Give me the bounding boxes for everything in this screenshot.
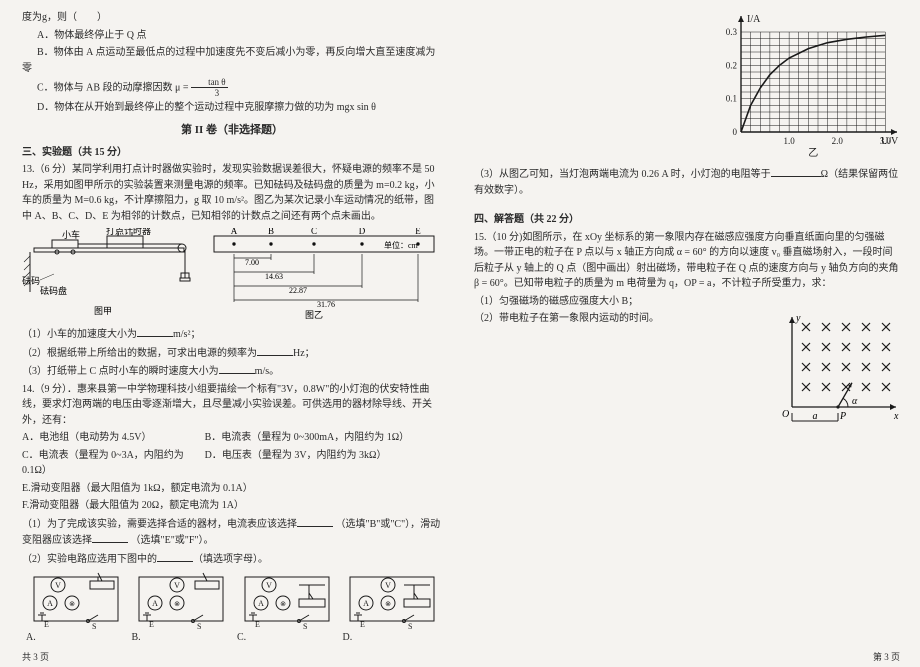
circuit-C: V A ⊗ E S C. <box>237 571 337 643</box>
svg-text:A: A <box>258 599 264 608</box>
svg-text:⊗: ⊗ <box>280 600 286 608</box>
svg-text:A: A <box>47 599 53 608</box>
q14-1: （1）为了完成该实验，需要选择合适的器材，电流表应该选择 （选填"B"或"C"）… <box>22 516 442 549</box>
section3-head: 三、实验题（共 15 分） <box>22 145 442 161</box>
q13-2: （2）根据纸带上所给出的数据，可求出电源的频率为Hz； <box>22 345 442 362</box>
svg-text:7.00: 7.00 <box>245 258 259 267</box>
timer-label: 打点计时器 <box>106 228 151 236</box>
q14-stem: 14.（9 分）．惠来县第一中学物理科技小组要描绘一个标有"3V，0.8W"的小… <box>22 382 442 429</box>
apparatus-and-tape: 小车 打点计时器 砝码 砝码盘 图甲 A B C D E 单位：cm <box>22 228 442 320</box>
svg-text:图乙: 图乙 <box>305 310 323 320</box>
circuit-B: V A ⊗ E S B. <box>132 571 232 643</box>
svg-text:S: S <box>197 622 201 631</box>
car-label: 小车 <box>62 229 80 240</box>
optC-prefix: C．物体与 AB 段的动摩擦因数 μ = <box>37 82 191 93</box>
svg-text:E: E <box>44 620 49 629</box>
q12-optB: B．物体由 A 点运动至最低点的过程中加速度先不变后减小为零，再反向增大直至速度… <box>22 45 442 76</box>
circuit-A-icon: V A ⊗ E S <box>28 571 124 631</box>
circ-label-D: D. <box>343 632 353 643</box>
q12-optC: C．物体与 AB 段的动摩擦因数 μ = tan θ 3 <box>22 78 442 98</box>
circuit-D-icon: V A ⊗ E S <box>344 571 440 631</box>
q14-2: （2）实验电路应选用下图中的（填选项字母）。 <box>22 551 442 568</box>
svg-text:A: A <box>231 228 238 236</box>
svg-text:2.0: 2.0 <box>832 136 844 146</box>
svg-text:⊗: ⊗ <box>174 600 180 608</box>
q13-1: （1）小车的加速度大小为m/s²； <box>22 326 442 343</box>
svg-text:A: A <box>152 599 158 608</box>
page-footer-left: 共 3 页 <box>22 650 49 663</box>
part2-title: 第 II 卷（非选择题） <box>22 122 442 139</box>
svg-text:砝码盘: 砝码盘 <box>40 285 67 296</box>
svg-text:S: S <box>92 622 96 631</box>
svg-text:V: V <box>385 581 391 590</box>
svg-text:x: x <box>893 411 899 422</box>
svg-text:O: O <box>782 409 789 420</box>
svg-text:1.0: 1.0 <box>784 136 796 146</box>
magnetic-field-figure: Ox y Pa α <box>772 311 902 431</box>
circuit-D: V A ⊗ E S D. <box>343 571 443 643</box>
q12-stem-tail: 度为g，则（ ） <box>22 10 442 26</box>
q14-row1: A．电池组（电动势为 4.5V） B．电流表（量程为 0~300mA，内阻约为 … <box>22 430 442 446</box>
section4-head: 四、解答题（共 22 分） <box>474 212 902 228</box>
fraction: tan θ 3 <box>191 78 228 98</box>
apparatus-icon <box>24 232 190 292</box>
circuit-B-icon: V A ⊗ E S <box>133 571 229 631</box>
q12-optD: D．物体在从开始到最终停止的整个运动过程中克服摩擦力做的功为 mgx sin θ <box>22 100 442 116</box>
svg-text:0.1: 0.1 <box>726 94 737 104</box>
svg-text:E: E <box>255 620 260 629</box>
svg-text:S: S <box>408 622 412 631</box>
svg-text:E: E <box>149 620 154 629</box>
page-footer-right: 第 3 页 <box>873 650 900 663</box>
tape-icon: A B C D E 单位：cm 7.00 14.63 22.87 31.76 <box>214 228 434 320</box>
svg-text:a: a <box>813 411 818 422</box>
svg-text:31.76: 31.76 <box>317 300 335 309</box>
svg-text:V: V <box>55 581 61 590</box>
circuit-options: V A ⊗ E S A. V A ⊗ E S <box>26 571 442 643</box>
right-column: 00.10.20.31.02.03.0I/AU/V乙 （3）从图乙可知，当灯泡两… <box>460 0 920 667</box>
svg-text:S: S <box>303 622 307 631</box>
svg-text:I/A: I/A <box>747 14 761 25</box>
q14-3: （3）从图乙可知，当灯泡两端电流为 0.26 A 时，小灯泡的电阻等于Ω（结果保… <box>474 166 902 198</box>
svg-text:C: C <box>311 228 317 236</box>
left-column: 度为g，则（ ） A．物体最终停止于 Q 点 B．物体由 A 点运动至最低点的过… <box>0 0 460 667</box>
svg-text:14.63: 14.63 <box>265 272 283 281</box>
circuit-C-icon: V A ⊗ E S <box>239 571 335 631</box>
q14-E: E.滑动变阻器（最大阻值为 1kΩ，额定电流为 0.1A） <box>22 481 442 497</box>
svg-text:砝码: 砝码 <box>22 275 40 286</box>
svg-text:乙: 乙 <box>808 147 818 159</box>
frac-den: 3 <box>191 88 228 98</box>
svg-text:0.2: 0.2 <box>726 60 737 70</box>
svg-text:D: D <box>359 228 366 236</box>
q15-1: （1）匀强磁场的磁感应强度大小 B； <box>474 294 902 310</box>
svg-text:B: B <box>268 228 274 236</box>
frac-num: tan θ <box>191 78 228 88</box>
circ-label-C: C. <box>237 632 246 643</box>
svg-text:0: 0 <box>733 127 738 137</box>
q13-3: （3）打纸带上 C 点时小车的瞬时速度大小为m/s。 <box>22 363 442 380</box>
svg-text:P: P <box>839 411 846 422</box>
iv-chart: 00.10.20.31.02.03.0I/AU/V乙 <box>707 10 902 160</box>
svg-text:22.87: 22.87 <box>289 286 307 295</box>
svg-text:A: A <box>363 599 369 608</box>
svg-text:U/V: U/V <box>881 136 899 147</box>
circ-label-B: B. <box>132 632 141 643</box>
svg-text:y: y <box>795 313 801 324</box>
circ-label-A: A. <box>26 632 36 643</box>
svg-text:α: α <box>852 396 858 407</box>
svg-text:V: V <box>266 581 272 590</box>
svg-text:E: E <box>360 620 365 629</box>
fig-jia: 图甲 <box>94 306 112 316</box>
svg-text:⊗: ⊗ <box>385 600 391 608</box>
svg-text:单位：cm: 单位：cm <box>384 240 419 250</box>
q15-stem: 15.（10 分)如图所示，在 xOy 坐标系的第一象限内存在磁感应强度方向垂直… <box>474 230 902 292</box>
svg-text:V: V <box>174 581 180 590</box>
svg-text:0.3: 0.3 <box>726 27 738 37</box>
svg-text:E: E <box>415 228 421 236</box>
q14-row2: C．电流表（量程为 0~3A，内阻约为 0.1Ω） D．电压表（量程为 3V，内… <box>22 448 442 479</box>
q14-F: F.滑动变阻器（最大阻值为 20Ω，额定电流为 1A） <box>22 498 442 514</box>
q13-stem: 13.（6 分）某同学利用打点计时器做实验时，发现实验数据误差很大，怀疑电源的频… <box>22 162 442 224</box>
svg-text:⊗: ⊗ <box>69 600 75 608</box>
circuit-A: V A ⊗ E S A. <box>26 571 126 643</box>
q12-optA: A．物体最终停止于 Q 点 <box>22 28 442 44</box>
